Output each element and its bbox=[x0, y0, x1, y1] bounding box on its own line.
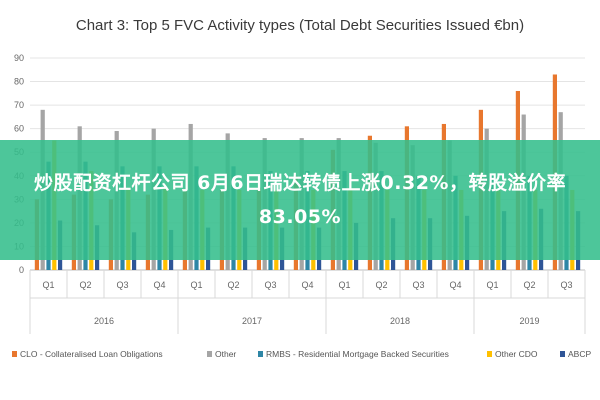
legend-label: Other CDO bbox=[495, 349, 538, 359]
year-label: 2016 bbox=[94, 316, 114, 326]
legend-swatch bbox=[560, 351, 565, 357]
legend-item: Other bbox=[207, 349, 236, 359]
x-tick-label: Q3 bbox=[264, 280, 276, 290]
y-tick-label: 70 bbox=[14, 100, 24, 110]
legend-label: Other bbox=[215, 349, 236, 359]
legend-item: Other CDO bbox=[487, 349, 538, 359]
x-tick-label: Q4 bbox=[153, 280, 165, 290]
y-tick-label: 90 bbox=[14, 53, 24, 63]
year-labels: 2016 2017 2018 2019 bbox=[29, 297, 586, 334]
legend-swatch bbox=[487, 351, 492, 357]
legend-item: RMBS - Residential Mortgage Backed Secur… bbox=[258, 349, 449, 359]
legend-swatch bbox=[207, 351, 212, 357]
banner-text: 炒股配资杠杆公司 6月6日瑞达转债上涨0.32%，转股溢价率83.05% bbox=[34, 172, 566, 228]
y-tick-label: 0 bbox=[19, 265, 24, 275]
x-tick-label: Q2 bbox=[523, 280, 535, 290]
y-tick-label: 80 bbox=[14, 77, 24, 87]
banner-overlay: 炒股配资杠杆公司 6月6日瑞达转债上涨0.32%，转股溢价率83.05% bbox=[0, 140, 600, 260]
x-tick-label: Q3 bbox=[560, 280, 572, 290]
legend-swatch bbox=[12, 351, 17, 357]
legend-label: ABCP bbox=[568, 349, 591, 359]
legend-swatch bbox=[258, 351, 263, 357]
x-tick-label: Q2 bbox=[375, 280, 387, 290]
x-tick-label: Q2 bbox=[227, 280, 239, 290]
year-label: 2017 bbox=[242, 316, 262, 326]
x-axis-ticks: Q1 Q2 Q3 Q4 Q1 Q2 Q3 Q4 Q1 Q2 Q3 Q4 Q1 Q2 Q3 bbox=[29, 270, 586, 298]
legend-label: CLO - Collateralised Loan Obligations bbox=[20, 349, 163, 359]
legend-item: CLO - Collateralised Loan Obligations bbox=[12, 349, 163, 359]
year-label: 2019 bbox=[519, 316, 539, 326]
x-tick-label: Q4 bbox=[449, 280, 461, 290]
x-tick-label: Q3 bbox=[412, 280, 424, 290]
year-label: 2018 bbox=[390, 316, 410, 326]
x-tick-label: Q4 bbox=[301, 280, 313, 290]
legend: CLO - Collateralised Loan Obligations Oth… bbox=[12, 349, 591, 359]
x-tick-label: Q1 bbox=[190, 280, 202, 290]
legend-item: ABCP bbox=[560, 349, 591, 359]
x-tick-label: Q1 bbox=[486, 280, 498, 290]
x-tick-label: Q3 bbox=[116, 280, 128, 290]
y-tick-label: 60 bbox=[14, 124, 24, 134]
chart-title: Chart 3: Top 5 FVC Activity types (Total… bbox=[76, 17, 524, 34]
x-tick-label: Q2 bbox=[79, 280, 91, 290]
legend-label: RMBS - Residential Mortgage Backed Secur… bbox=[266, 349, 449, 359]
x-tick-label: Q1 bbox=[338, 280, 350, 290]
x-tick-label: Q1 bbox=[42, 280, 54, 290]
